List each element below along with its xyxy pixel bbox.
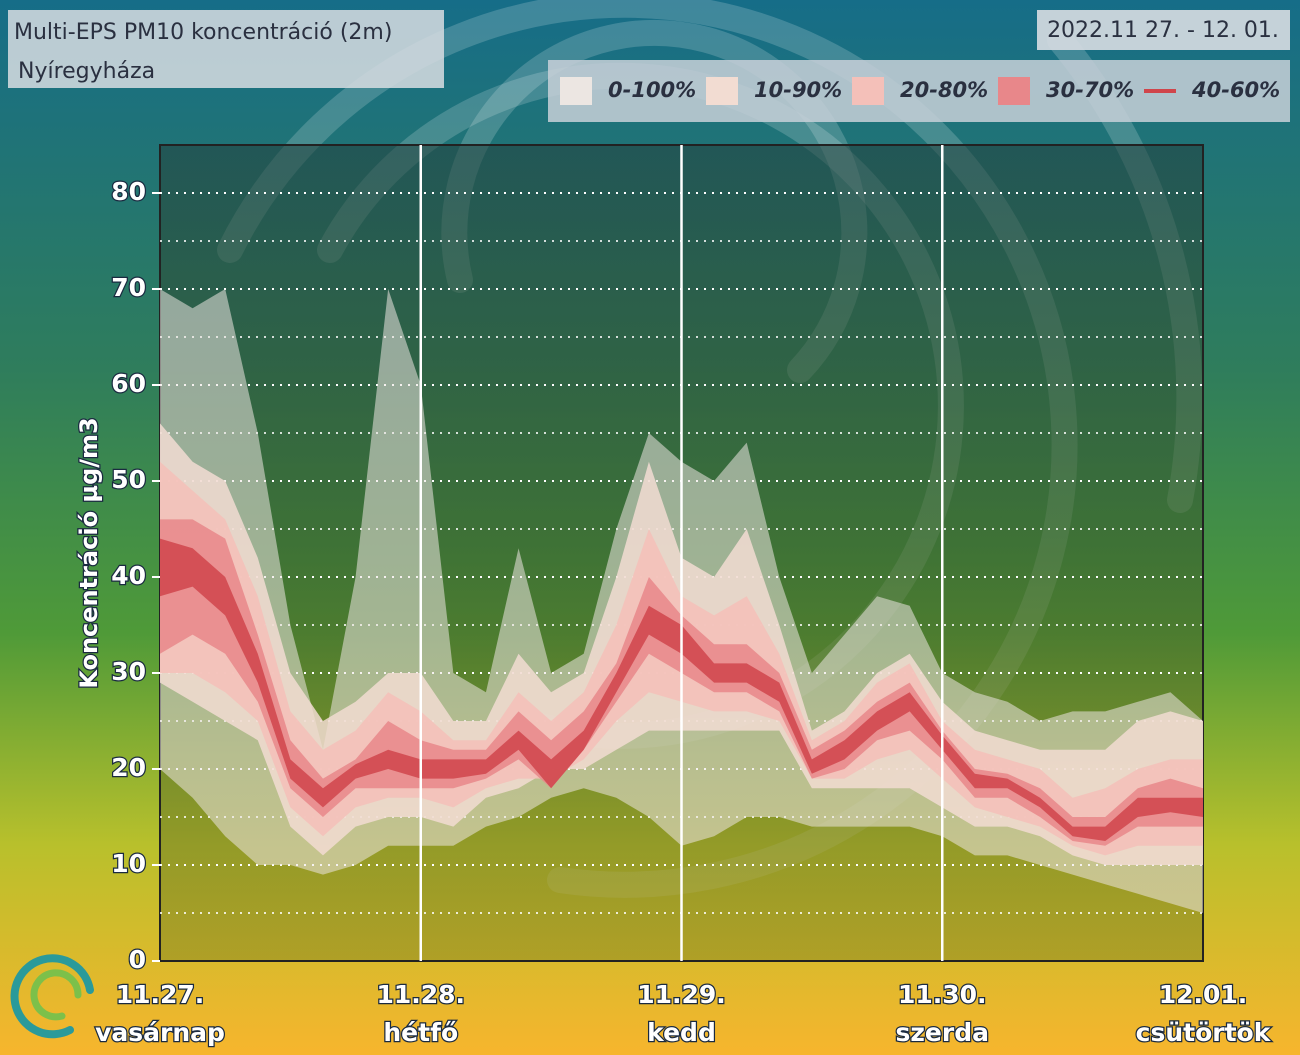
chart-title: Multi-EPS PM10 koncentráció (2m) (14, 20, 392, 45)
legend-label: 10-90% (754, 78, 842, 102)
x-tick-day: szerda (896, 1018, 989, 1047)
legend-swatch (998, 77, 1030, 105)
y-tick-label: 30 (111, 657, 146, 686)
x-tick-label: 12.01. (1159, 980, 1248, 1009)
title-box (8, 10, 444, 88)
y-tick-label: 50 (111, 465, 146, 494)
y-tick-label: 0 (129, 945, 146, 974)
legend-swatch (560, 77, 592, 105)
y-tick-label: 60 (111, 369, 146, 398)
x-tick-day: csütörtök (1136, 1018, 1272, 1047)
y-axis-label: Koncentráció µg/m3 (75, 417, 103, 688)
x-tick-label: 11.28. (376, 980, 465, 1009)
chart-subtitle: Nyíregyháza (18, 59, 155, 84)
x-tick-day: vasárnap (95, 1018, 225, 1047)
legend-label: 20-80% (900, 78, 988, 102)
y-tick-label: 80 (111, 177, 146, 206)
date-box (1037, 10, 1290, 50)
legend-label: 40-60% (1191, 78, 1280, 102)
legend-label: 0-100% (608, 78, 696, 102)
x-tick-label: 11.27. (116, 980, 205, 1009)
y-tick-label: 20 (111, 753, 146, 782)
x-tick-label: 11.30. (898, 980, 987, 1009)
x-tick-day: hétfő (383, 1018, 458, 1047)
legend-label: 30-70% (1046, 78, 1134, 102)
x-tick-day: kedd (647, 1018, 716, 1047)
date-range: 2022.11 27. - 12. 01. (1047, 18, 1279, 43)
legend-swatch (852, 77, 884, 105)
y-tick-label: 10 (111, 849, 146, 878)
corner-logo (10, 954, 94, 1039)
x-tick-label: 11.29. (637, 980, 726, 1009)
y-tick-label: 70 (111, 273, 146, 302)
y-tick-label: 40 (111, 561, 146, 590)
legend-swatch (706, 77, 738, 105)
